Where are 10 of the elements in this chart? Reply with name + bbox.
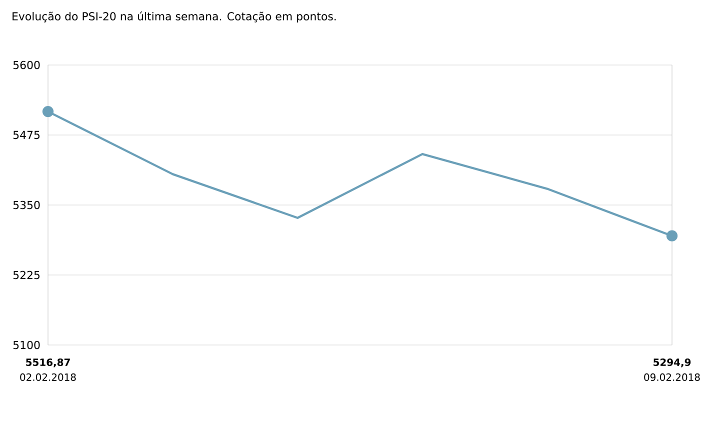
chart-title: Evolução do PSI-20 na última semana. Cotação em pontos.	[12, 12, 336, 23]
y-tick-label: 5600	[13, 60, 40, 70]
x-tick-label: 09.02.2018	[644, 373, 700, 381]
y-tick-label: 5225	[13, 270, 40, 280]
x-tick-label: 02.02.2018	[20, 373, 76, 381]
y-tick-label: 5350	[13, 200, 40, 210]
data-label: 5516,87	[26, 358, 70, 368]
data-label: 5294,9	[654, 358, 691, 368]
y-tick-label: 5100	[13, 340, 40, 350]
y-tick-label: 5475	[13, 130, 40, 140]
